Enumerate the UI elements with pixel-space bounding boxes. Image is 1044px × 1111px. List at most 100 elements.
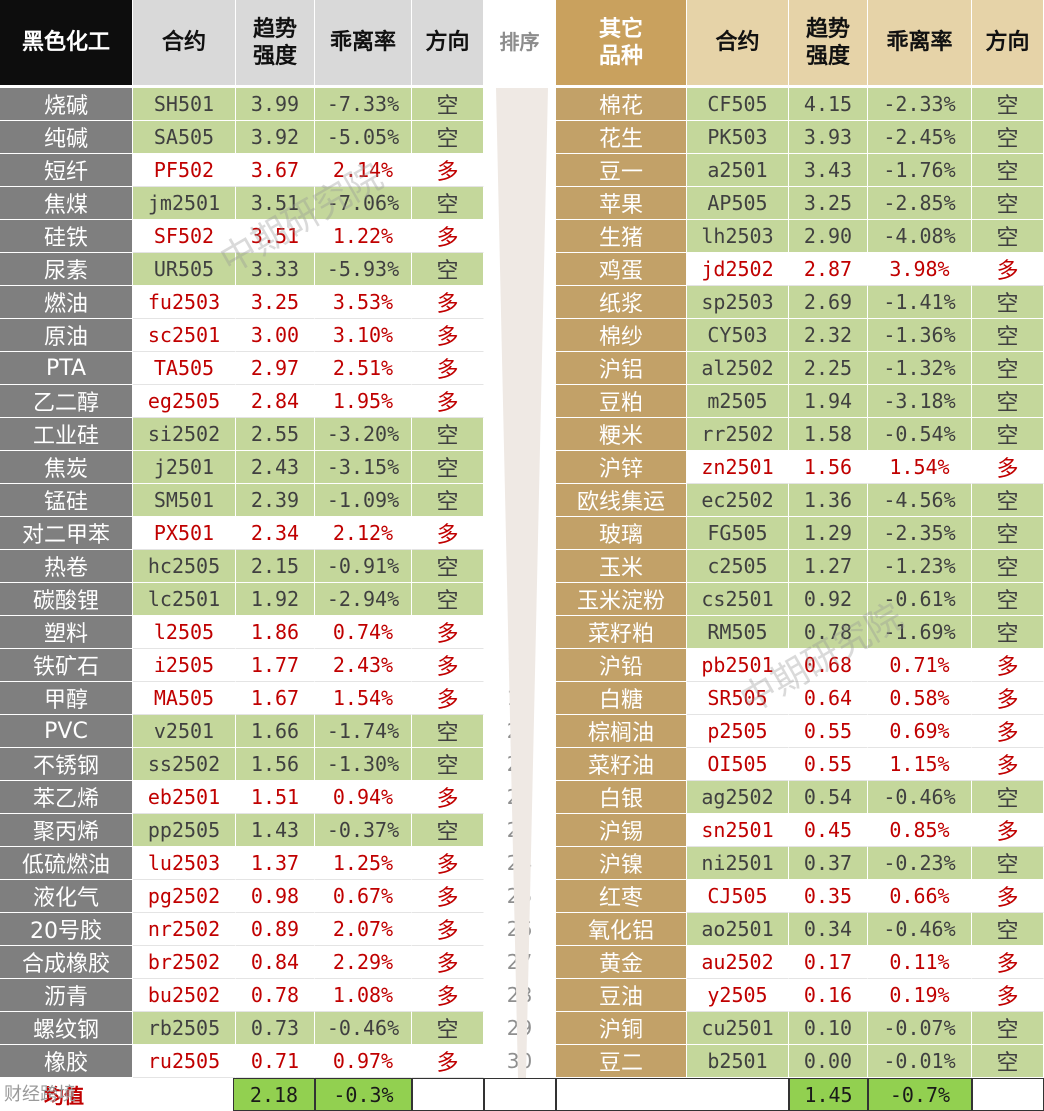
header-right-direction: 方向 <box>972 0 1044 86</box>
right-deviation-cell: -2.35% <box>868 517 972 550</box>
rank-cell: 12 <box>484 451 556 484</box>
right-name-cell: 沪锌 <box>556 451 687 484</box>
right-trend-cell: 0.16 <box>789 979 868 1012</box>
right-deviation-cell: -4.08% <box>868 220 972 253</box>
right-name-cell: 黄金 <box>556 946 687 979</box>
left-direction-cell: 空 <box>412 187 484 220</box>
right-deviation-cell: 0.85% <box>868 814 972 847</box>
right-contract-cell: ag2502 <box>687 781 789 814</box>
rank-cell: 23 <box>484 814 556 847</box>
left-contract-cell: MA505 <box>133 682 236 715</box>
right-name-cell: 沪镍 <box>556 847 687 880</box>
right-direction-cell: 空 <box>972 154 1044 187</box>
left-trend-cell: 0.89 <box>236 913 315 946</box>
right-name-cell: 沪铅 <box>556 649 687 682</box>
right-trend-cell: 1.56 <box>789 451 868 484</box>
header-right-group-label: 其它品种 <box>598 16 643 69</box>
header-left-group: 黑色化工 <box>0 0 133 86</box>
right-direction-cell: 多 <box>972 253 1044 286</box>
left-deviation-cell: 2.51% <box>315 352 412 385</box>
right-trend-cell: 0.68 <box>789 649 868 682</box>
right-direction-cell: 多 <box>972 814 1044 847</box>
left-name-cell: 20号胶 <box>0 913 133 946</box>
left-trend-cell: 1.86 <box>236 616 315 649</box>
footer-right-direction-blank <box>972 1078 1044 1111</box>
left-deviation-cell: 2.07% <box>315 913 412 946</box>
left-name-cell: 螺纹钢 <box>0 1012 133 1045</box>
right-name-cell: 豆一 <box>556 154 687 187</box>
rank-cell: 8 <box>484 319 556 352</box>
left-deviation-cell: -1.09% <box>315 484 412 517</box>
rank-cell: 27 <box>484 946 556 979</box>
left-direction-cell: 多 <box>412 847 484 880</box>
right-deviation-cell: -0.01% <box>868 1045 972 1078</box>
right-name-cell: 沪锡 <box>556 814 687 847</box>
right-trend-cell: 0.17 <box>789 946 868 979</box>
left-deviation-cell: 0.97% <box>315 1045 412 1078</box>
left-direction-cell: 多 <box>412 1045 484 1078</box>
header-rank: 排序 <box>484 0 556 86</box>
left-direction-cell: 多 <box>412 946 484 979</box>
left-name-cell: 碳酸锂 <box>0 583 133 616</box>
right-direction-cell: 空 <box>972 484 1044 517</box>
left-deviation-cell: 1.25% <box>315 847 412 880</box>
right-direction-cell: 多 <box>972 682 1044 715</box>
right-trend-cell: 2.90 <box>789 220 868 253</box>
right-trend-cell: 0.10 <box>789 1012 868 1045</box>
right-name-cell: 菜籽油 <box>556 748 687 781</box>
header-left-contract: 合约 <box>133 0 236 86</box>
right-direction-cell: 多 <box>972 979 1044 1012</box>
right-name-cell: 菜籽粕 <box>556 616 687 649</box>
rank-cell: 3 <box>484 154 556 187</box>
left-deviation-cell: 1.08% <box>315 979 412 1012</box>
left-contract-cell: hc2505 <box>133 550 236 583</box>
left-deviation-cell: 0.67% <box>315 880 412 913</box>
right-contract-cell: a2501 <box>687 154 789 187</box>
right-deviation-cell: 0.58% <box>868 682 972 715</box>
left-deviation-cell: 0.94% <box>315 781 412 814</box>
right-deviation-cell: -1.76% <box>868 154 972 187</box>
left-trend-cell: 1.51 <box>236 781 315 814</box>
left-contract-cell: si2502 <box>133 418 236 451</box>
right-contract-cell: sn2501 <box>687 814 789 847</box>
right-contract-cell: jd2502 <box>687 253 789 286</box>
right-direction-cell: 空 <box>972 286 1044 319</box>
right-direction-cell: 空 <box>972 1012 1044 1045</box>
left-name-cell: 低硫燃油 <box>0 847 133 880</box>
left-name-cell: 尿素 <box>0 253 133 286</box>
left-direction-cell: 空 <box>412 715 484 748</box>
right-name-cell: 棉花 <box>556 88 687 121</box>
right-deviation-cell: 0.71% <box>868 649 972 682</box>
right-deviation-cell: -4.56% <box>868 484 972 517</box>
header-left-deviation: 乖离率 <box>315 0 412 86</box>
left-direction-cell: 空 <box>412 418 484 451</box>
left-contract-cell: v2501 <box>133 715 236 748</box>
right-deviation-cell: -1.23% <box>868 550 972 583</box>
left-deviation-cell: -0.91% <box>315 550 412 583</box>
left-direction-cell: 空 <box>412 451 484 484</box>
right-direction-cell: 空 <box>972 220 1044 253</box>
footer-left-trend-mean: 2.18 <box>233 1078 315 1111</box>
left-trend-cell: 3.25 <box>236 286 315 319</box>
footer-right-trend-mean: 1.45 <box>789 1078 868 1111</box>
left-contract-cell: UR505 <box>133 253 236 286</box>
left-contract-cell: rb2505 <box>133 1012 236 1045</box>
footer-left-deviation-mean: -0.3% <box>315 1078 412 1111</box>
right-direction-cell: 多 <box>972 880 1044 913</box>
left-name-cell: 铁矿石 <box>0 649 133 682</box>
right-direction-cell: 空 <box>972 847 1044 880</box>
left-direction-cell: 多 <box>412 616 484 649</box>
right-contract-cell: zn2501 <box>687 451 789 484</box>
right-contract-cell: p2505 <box>687 715 789 748</box>
left-contract-cell: br2502 <box>133 946 236 979</box>
left-name-cell: 甲醇 <box>0 682 133 715</box>
rank-cell: 17 <box>484 616 556 649</box>
right-direction-cell: 空 <box>972 781 1044 814</box>
left-contract-cell: nr2502 <box>133 913 236 946</box>
left-trend-cell: 2.43 <box>236 451 315 484</box>
right-direction-cell: 空 <box>972 319 1044 352</box>
left-trend-cell: 0.98 <box>236 880 315 913</box>
left-direction-cell: 多 <box>412 385 484 418</box>
footer-left-direction-blank <box>412 1078 484 1111</box>
left-deviation-cell: -0.37% <box>315 814 412 847</box>
